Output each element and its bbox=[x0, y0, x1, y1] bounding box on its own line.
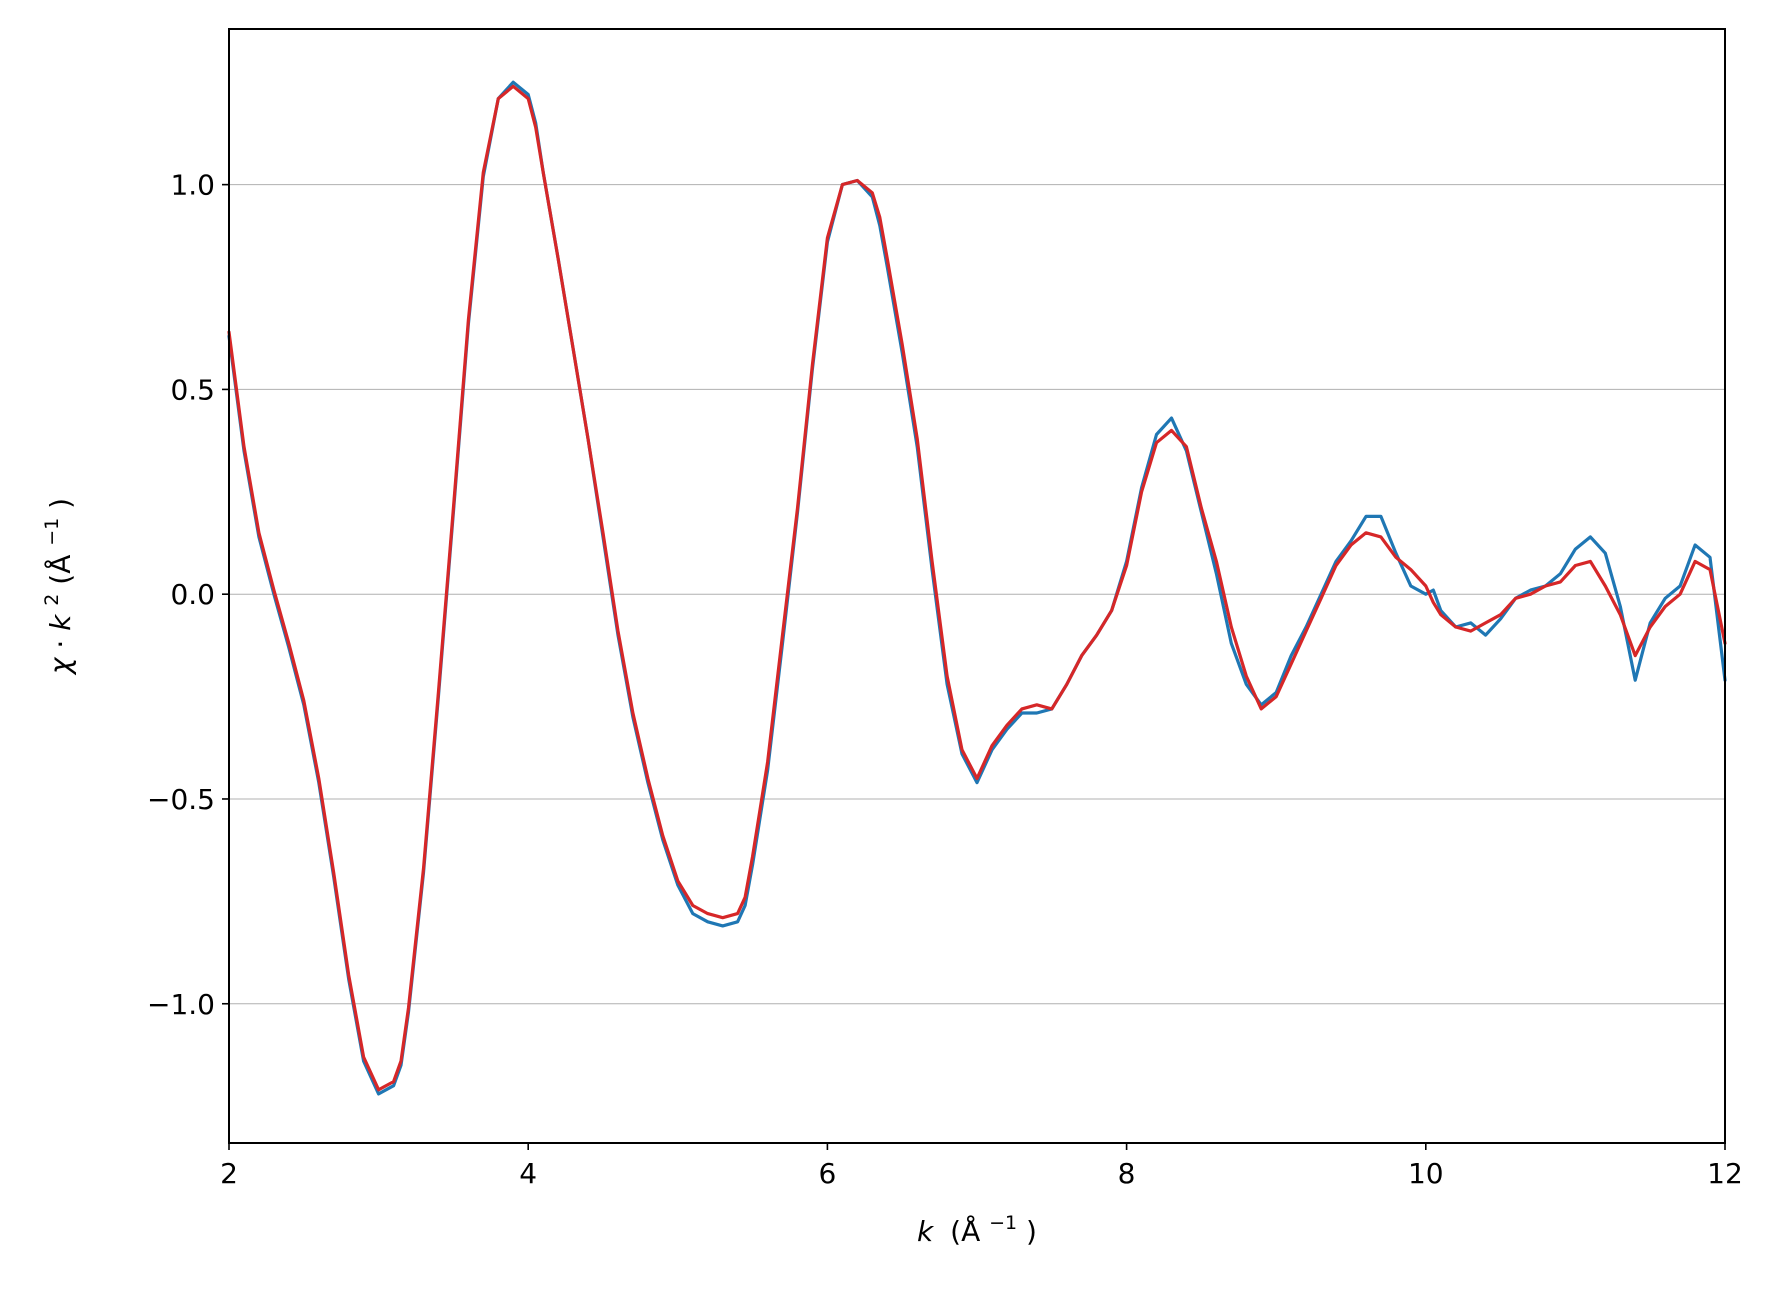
y-axis-variable: k bbox=[44, 613, 77, 631]
x-tick-label: 10 bbox=[1408, 1157, 1444, 1190]
y-axis-unit-close: ) bbox=[44, 498, 77, 509]
x-tick-label: 12 bbox=[1707, 1157, 1743, 1190]
axis-ticks: −1.0 −0.5 0.0 0.5 1.0 2 4 6 8 10 12 bbox=[147, 169, 1743, 1190]
y-axis-power: 2 bbox=[41, 594, 63, 606]
series-layer bbox=[227, 80, 1727, 1096]
plot-frame bbox=[228, 28, 1726, 1144]
y-axis-chi: χ bbox=[44, 656, 77, 676]
x-tick-label: 2 bbox=[220, 1157, 238, 1190]
y-axis-dot: · bbox=[44, 631, 77, 649]
x-tick-label: 6 bbox=[818, 1157, 836, 1190]
x-axis-unit: (Å bbox=[950, 1214, 980, 1248]
x-axis-label: k (Å −1 ) bbox=[917, 1203, 1037, 1248]
grid-lines bbox=[229, 184, 1725, 1005]
y-tick-label: −1.0 bbox=[147, 988, 215, 1021]
x-tick-label: 4 bbox=[519, 1157, 537, 1190]
y-tick-label: 0.5 bbox=[170, 373, 215, 406]
x-axis-unit-close: ) bbox=[1026, 1215, 1037, 1248]
y-axis-unit-exponent: −1 bbox=[41, 518, 63, 546]
x-axis-variable: k bbox=[917, 1215, 935, 1248]
y-tick-label: −0.5 bbox=[147, 783, 215, 816]
x-tick-label: 8 bbox=[1118, 1157, 1136, 1190]
x-axis-unit-exponent: −1 bbox=[989, 1212, 1017, 1234]
y-axis-label: χ · k 2 (Å −1 ) bbox=[32, 498, 77, 676]
y-tick-label: 1.0 bbox=[170, 169, 215, 202]
series-line-2 bbox=[227, 84, 1727, 1092]
y-tick-label: 0.0 bbox=[170, 578, 215, 611]
y-axis-unit: (Å bbox=[43, 555, 77, 585]
